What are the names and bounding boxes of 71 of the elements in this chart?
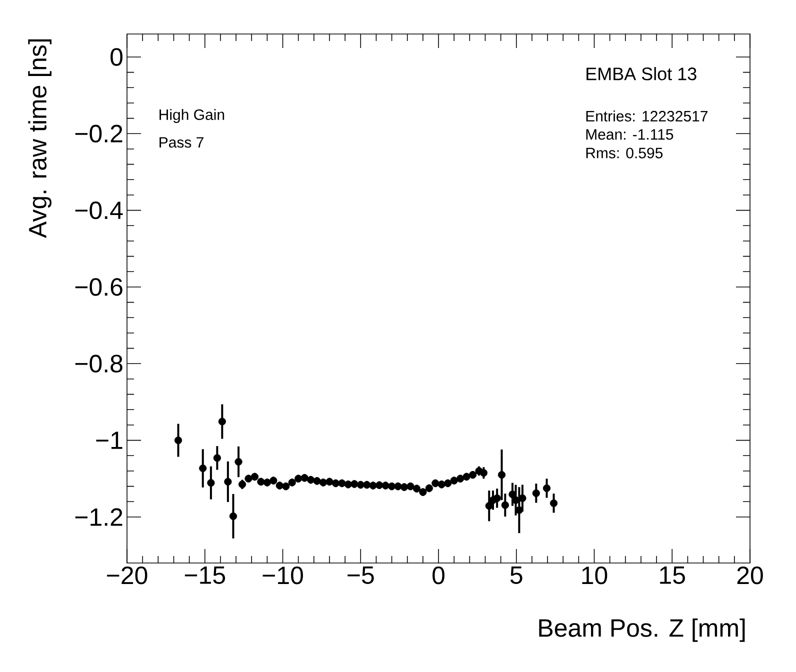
point [498, 471, 506, 479]
point [338, 479, 346, 488]
annotation: Rms: 0.595 [586, 148, 663, 158]
point [369, 482, 377, 490]
point [288, 478, 296, 486]
point [300, 474, 308, 482]
point [400, 483, 408, 491]
point [229, 512, 238, 520]
point [363, 480, 371, 489]
y-tick-label: −0.6 [75, 278, 122, 296]
annotation: Pass 7 [160, 137, 204, 148]
x-tick-label: −15 [184, 566, 226, 584]
annotation: Mean: -1.115 [586, 129, 674, 140]
point [326, 478, 334, 486]
point [550, 499, 558, 507]
x-tick-label: −20 [107, 566, 148, 584]
point [419, 488, 427, 496]
point [450, 476, 458, 484]
point [425, 484, 433, 492]
point [207, 479, 215, 487]
x-tick-label: 10 [582, 566, 608, 584]
y-tick-label: −0.2 [75, 124, 122, 143]
point [218, 418, 226, 426]
point [532, 489, 540, 498]
point [250, 472, 259, 481]
y-tick-label: 0 [110, 48, 122, 66]
y-tick-label: −0.4 [75, 201, 123, 220]
x-tick-label: 0 [432, 566, 444, 584]
point [213, 454, 221, 462]
annotation: Entries: 12232517 [586, 110, 708, 122]
point [444, 479, 452, 488]
y-tick-label: −1 [96, 432, 122, 449]
point [382, 482, 390, 490]
point [480, 469, 488, 477]
point [294, 474, 302, 482]
point [174, 436, 182, 444]
point [244, 474, 252, 482]
y-axis-title: Avg. raw time [ns] [28, 39, 52, 238]
point [199, 464, 207, 472]
point [388, 482, 396, 490]
point [234, 458, 242, 466]
point [456, 474, 464, 482]
point [376, 481, 384, 489]
point [270, 476, 278, 484]
y-tick-label: −1.2 [75, 508, 122, 526]
point [238, 480, 246, 488]
x-tick-label: −5 [348, 566, 374, 584]
annotation: EMBA Slot 13 [586, 67, 696, 80]
point [432, 479, 440, 488]
x-tick-label: −10 [262, 566, 303, 584]
point [350, 480, 358, 488]
point [224, 478, 232, 486]
x-tick-label: 20 [737, 566, 763, 584]
x-tick-label: 5 [510, 566, 522, 584]
point [394, 482, 402, 490]
y-tick-label: −0.8 [75, 354, 122, 373]
x-tick-label: 15 [660, 566, 685, 584]
point [406, 482, 414, 490]
point [257, 478, 265, 486]
point [306, 476, 315, 484]
annotation: High Gain [160, 108, 224, 123]
point [263, 478, 271, 486]
point [462, 472, 470, 481]
point [313, 477, 321, 485]
point [412, 484, 420, 492]
point [501, 501, 509, 509]
point [282, 482, 290, 490]
point [493, 494, 501, 502]
x-axis-title: Beam Pos. Z [mm] [539, 618, 745, 642]
point [542, 484, 551, 492]
point [468, 471, 477, 479]
